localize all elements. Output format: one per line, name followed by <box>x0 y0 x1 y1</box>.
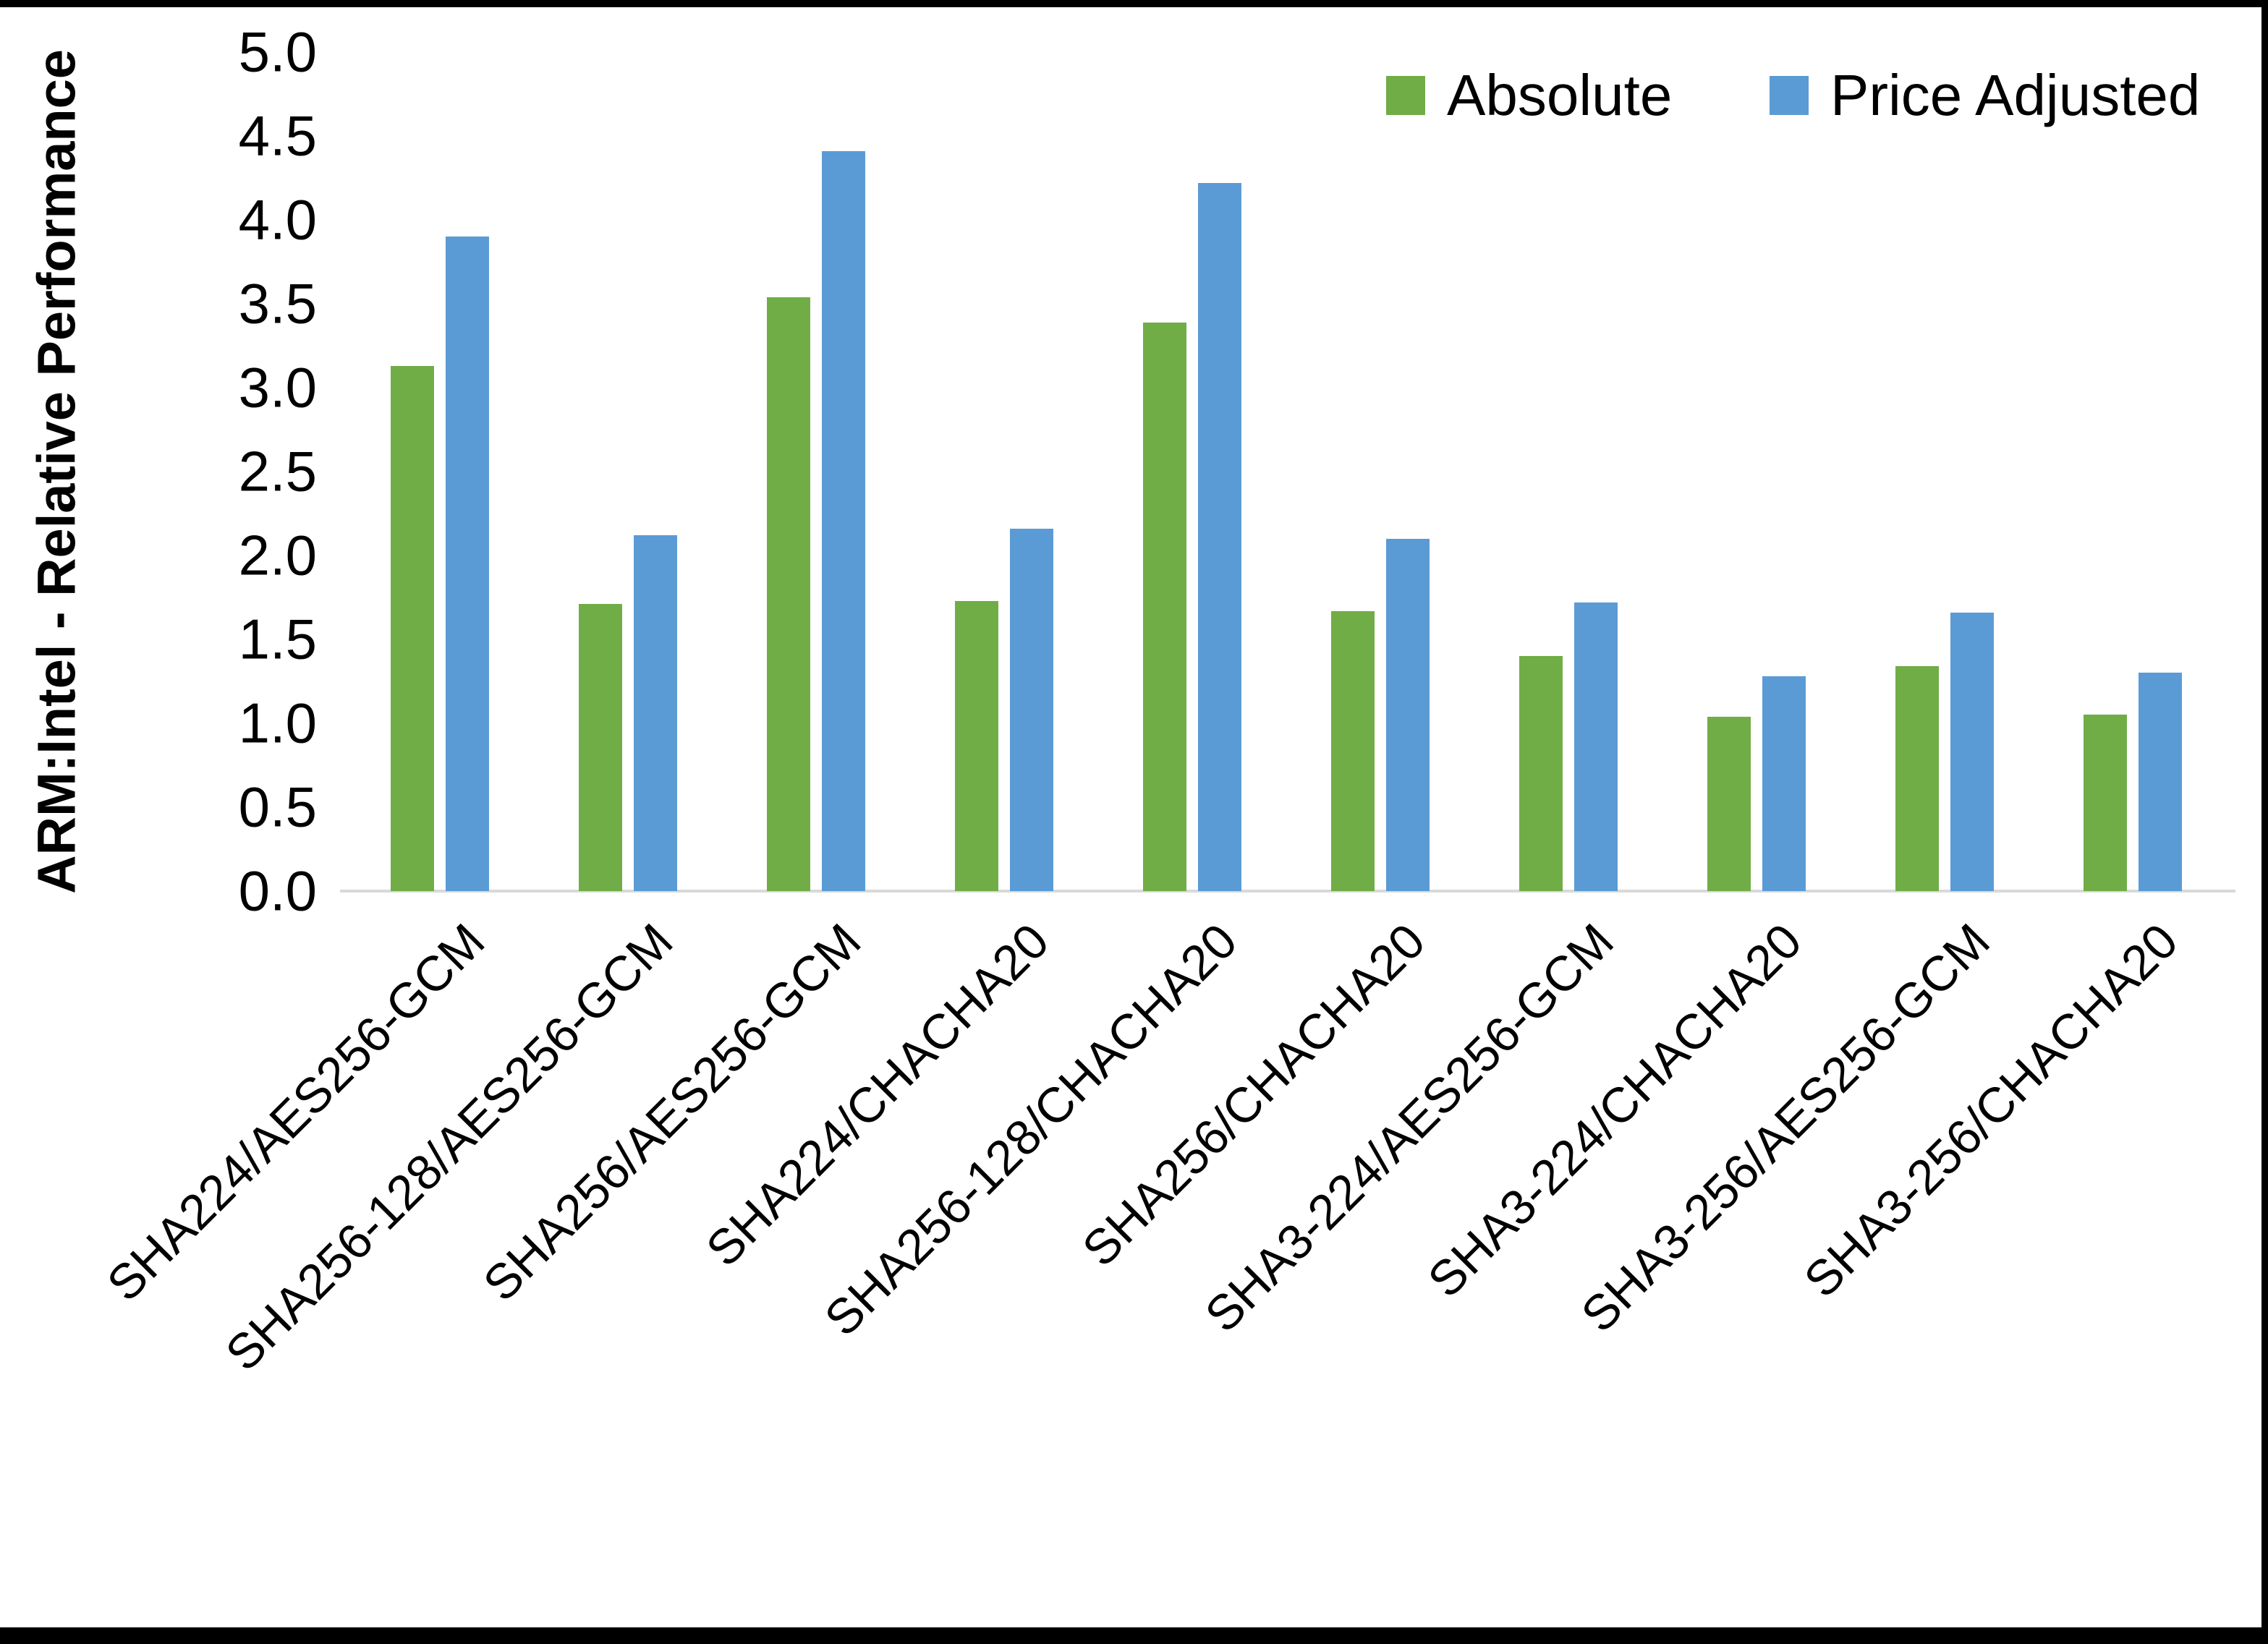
bar-absolute <box>767 297 810 891</box>
y-tick-label: 2.0 <box>238 523 317 587</box>
bar-absolute <box>2084 715 2127 891</box>
y-tick-label: 4.5 <box>238 103 317 168</box>
bar-price-adjusted <box>1198 183 1241 891</box>
bar-price-adjusted <box>2139 673 2182 891</box>
right-border <box>2261 0 2268 1644</box>
bar-absolute <box>1707 717 1751 891</box>
legend-label: Absolute <box>1447 63 1673 127</box>
x-tick-label: SHA256/AES256-GCM <box>472 913 872 1312</box>
bottom-border <box>0 1627 2268 1644</box>
legend-label: Price Adjusted <box>1830 63 2201 127</box>
bar-price-adjusted <box>822 151 865 891</box>
bar-price-adjusted <box>1574 602 1618 891</box>
y-tick-label: 5.0 <box>238 20 317 84</box>
legend-item: Price Adjusted <box>1770 62 2200 129</box>
y-axis-title: ARM:Intel - Relative Performance <box>26 49 87 894</box>
y-tick-label: 1.5 <box>238 607 317 671</box>
legend-swatch-price-adjusted <box>1770 76 1809 115</box>
y-tick-label: 0.5 <box>238 775 317 839</box>
legend-swatch-absolute <box>1386 76 1425 115</box>
bar-absolute <box>1143 323 1186 891</box>
bar-absolute <box>955 601 998 891</box>
y-tick-label: 0.0 <box>238 859 317 923</box>
bar-absolute <box>391 366 434 891</box>
bar-absolute <box>1519 656 1563 891</box>
legend-item: Absolute <box>1386 62 1672 129</box>
x-axis-line <box>340 890 2235 893</box>
bar-absolute <box>1331 611 1375 891</box>
y-tick-label: 4.0 <box>238 187 317 252</box>
x-tick-label: SHA224/CHACHA20 <box>695 913 1060 1277</box>
top-border <box>0 0 2268 7</box>
y-tick-label: 1.0 <box>238 691 317 755</box>
bar-price-adjusted <box>1386 539 1430 891</box>
x-tick-label: SHA256/CHACHA20 <box>1071 913 1436 1277</box>
bar-price-adjusted <box>1010 529 1053 891</box>
bar-price-adjusted <box>1762 676 1806 891</box>
y-tick-label: 3.5 <box>238 271 317 336</box>
y-tick-label: 3.0 <box>238 355 317 419</box>
x-tick-label: SHA3-256/CHACHA20 <box>1793 913 2188 1308</box>
x-tick-label: SHA3-224/CHACHA20 <box>1417 913 1812 1308</box>
bar-price-adjusted <box>446 237 489 891</box>
bar-absolute <box>1895 666 1939 891</box>
bar-price-adjusted <box>1950 613 1994 891</box>
bar-absolute <box>579 604 622 891</box>
y-tick-label: 2.5 <box>238 439 317 503</box>
bar-price-adjusted <box>634 535 677 891</box>
x-tick-label: SHA224/AES256-GCM <box>96 913 496 1312</box>
